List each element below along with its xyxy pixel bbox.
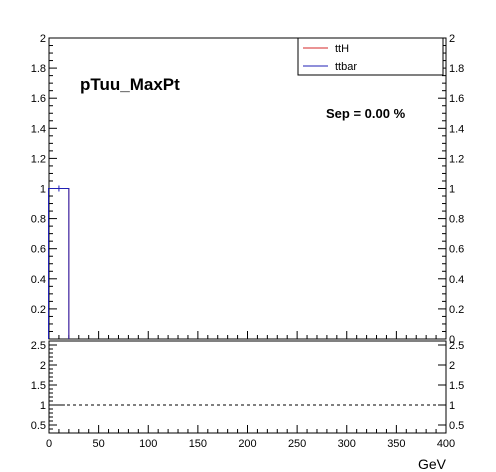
upper-right-tick-label: 0 [449,334,455,346]
upper-y-tick-label: 0.6 [31,244,46,256]
upper-right-tick-label: 1 [449,184,455,196]
upper-right-tick-label: 1.6 [449,93,464,105]
upper-y-tick-label: 1.8 [31,63,46,75]
upper-right-tick-label: 0.8 [449,214,464,226]
x-tick-label: 100 [139,438,157,450]
lower-right-tick-label: 1 [449,400,455,412]
lower-y-tick-label: 2 [40,360,46,372]
x-tick-label: 50 [93,438,105,450]
x-tick-label: 350 [387,438,405,450]
x-axis-label: GeV [418,456,447,472]
x-tick-label: 400 [437,438,455,450]
lower-panel: 0.5 1 1.5 2 2.5 2.5 2 1.5 1 0.5 0 50 100 150 200 250 3… [31,340,465,472]
legend-label-tth: ttH [335,43,349,55]
upper-right-tick-label: 0.4 [449,274,464,286]
upper-y-tick-label: 0.8 [31,214,46,226]
upper-histograms [48,185,70,339]
legend-box [297,37,444,76]
upper-right-tick-label: 1.4 [449,123,464,135]
legend-label-ttbar: ttbar [335,61,357,73]
lower-y-tick-label: 2.5 [31,340,46,352]
x-tick-label: 200 [238,438,256,450]
lower-y-axis: 0.5 1 1.5 2 2.5 [31,340,57,432]
upper-y-tick-label: 0.4 [31,274,46,286]
upper-right-tick-label: 0.6 [449,244,464,256]
lower-y-tick-label: 0.5 [31,420,46,432]
upper-panel: 0.2 0.4 0.6 0.8 1 1.2 1.4 1.6 1.8 2 2 1.8 1.6 1.4 1.2… [31,33,465,346]
chart-title: pTuu_MaxPt [80,75,180,94]
lower-y-tick-label: 1.5 [31,380,46,392]
upper-y-tick-label: 1.2 [31,153,46,165]
upper-x-axis-ticks [48,331,447,339]
lower-y-tick-label: 1 [40,400,46,412]
upper-right-tick-label: 0.2 [449,304,464,316]
upper-y-tick-label: 1.4 [31,123,46,135]
upper-right-tick-label: 2 [449,33,455,45]
lower-right-tick-label: 1.5 [449,380,464,392]
legend: ttH ttbar [297,37,444,76]
lower-x-axis: 0 50 100 150 200 250 300 350 400 [46,425,455,450]
lower-right-tick-label: 2 [449,360,455,372]
upper-y-tick-label: 0.2 [31,304,46,316]
x-tick-label: 0 [46,438,52,450]
upper-y-tick-label: 1.6 [31,93,46,105]
x-tick-label: 300 [338,438,356,450]
lower-right-tick-label: 0.5 [449,420,464,432]
upper-y-axis: 0.2 0.4 0.6 0.8 1 1.2 1.4 1.6 1.8 2 [31,33,57,332]
separation-annotation: Sep = 0.00 % [326,106,406,121]
lower-right-tick-label: 2.5 [449,340,464,352]
x-tick-label: 250 [288,438,306,450]
upper-right-tick-label: 1.2 [449,153,464,165]
upper-right-tick-label: 1.8 [449,63,464,75]
lower-right-axis: 2.5 2 1.5 1 0.5 [438,340,464,432]
upper-y-tick-label: 2 [40,33,46,45]
x-tick-label: 150 [189,438,207,450]
upper-y-tick-label: 1 [40,184,46,196]
